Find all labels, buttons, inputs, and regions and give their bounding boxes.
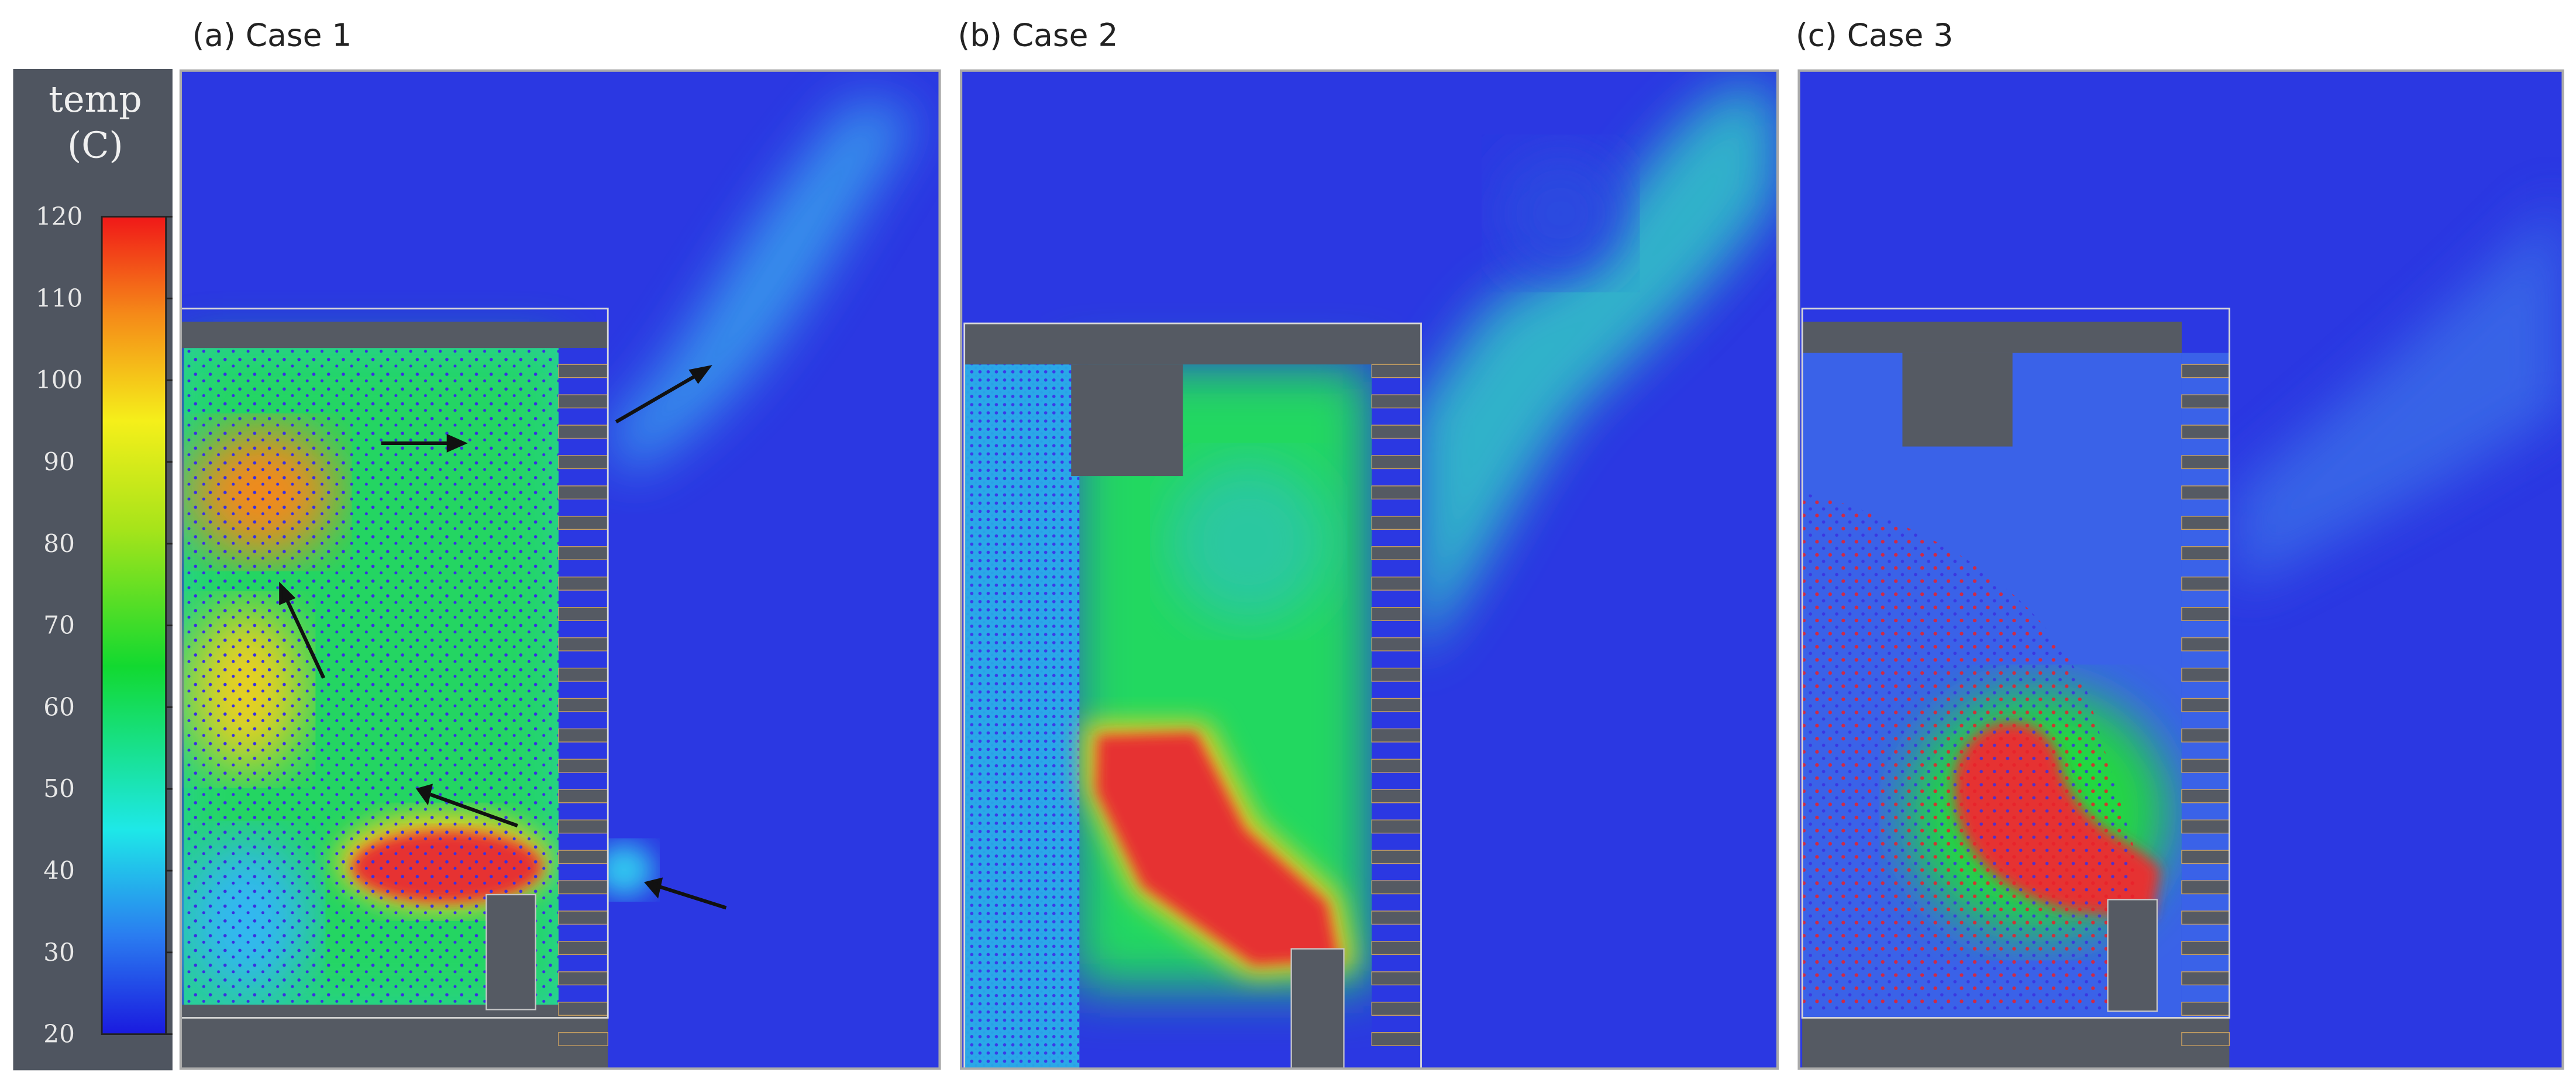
slat (558, 394, 608, 409)
colorbar-ticks: 120 110 100 90 80 70 60 50 40 30 20 (36, 202, 173, 1048)
slat (558, 577, 608, 591)
wall-slats (558, 364, 608, 1046)
slat (1371, 364, 1422, 378)
slat (558, 910, 608, 925)
colorbar-unit: (C) (67, 125, 123, 167)
slat (558, 850, 608, 864)
colorbar-tick-label: 60 (43, 692, 75, 721)
slat (558, 698, 608, 712)
slat (2181, 910, 2230, 925)
panel-label: (a) Case 1 (192, 17, 352, 54)
colorbar-title: temp (49, 78, 142, 120)
slat (558, 455, 608, 470)
slat (1371, 880, 1422, 895)
slat (2181, 606, 2230, 621)
slat (1371, 667, 1422, 682)
slat (558, 758, 608, 773)
slat (2181, 455, 2230, 470)
slat (558, 485, 608, 500)
slat (558, 425, 608, 439)
slat (1371, 637, 1422, 651)
slat (2181, 698, 2230, 712)
colorbar-tick-label: 110 (36, 284, 82, 312)
colorbar-tick-label: 20 (43, 1020, 75, 1048)
slat (1371, 1032, 1422, 1046)
slat (1371, 728, 1422, 743)
slat (1371, 425, 1422, 439)
slat (1371, 789, 1422, 803)
slat (1371, 941, 1422, 956)
slat (1371, 971, 1422, 986)
panel-frame (959, 69, 1779, 1070)
panel-frame (179, 69, 941, 1070)
slat (2181, 880, 2230, 895)
slat (2181, 758, 2230, 773)
slat (558, 941, 608, 956)
colorbar-tick-label: 30 (43, 938, 75, 967)
slat (2181, 516, 2230, 530)
colorbar-tick-label: 40 (43, 856, 75, 885)
slat (2181, 577, 2230, 591)
slat (1371, 485, 1422, 500)
slat (2181, 971, 2230, 986)
slat (558, 637, 608, 651)
slat (1371, 394, 1422, 409)
colorbar-tick-label: 50 (43, 774, 75, 803)
slat (1371, 606, 1422, 621)
slat (1371, 1002, 1422, 1016)
slat (1371, 910, 1422, 925)
slat (558, 880, 608, 895)
simulation-a (180, 70, 940, 1069)
simulation-b (961, 70, 1778, 1069)
wall-slats (1371, 364, 1422, 1046)
slat (1371, 516, 1422, 530)
colorbar-tick-label: 100 (36, 365, 82, 394)
slat (1371, 850, 1422, 864)
panel-label: (c) Case 3 (1796, 17, 1953, 54)
slat (2181, 941, 2230, 956)
slat (1371, 455, 1422, 470)
slat (558, 606, 608, 621)
slat (558, 1002, 608, 1016)
colorbar-tick-label: 90 (43, 447, 75, 476)
panel-label: (b) Case 2 (958, 17, 1118, 54)
wall-slats (2181, 364, 2230, 1046)
slat (2181, 1002, 2230, 1016)
slat (558, 667, 608, 682)
panel-frame (1797, 69, 2564, 1070)
slat (2181, 394, 2230, 409)
slat (2181, 819, 2230, 834)
colorbar-tick-label: 120 (36, 202, 82, 231)
slat (1371, 758, 1422, 773)
slat (1371, 819, 1422, 834)
slat (558, 516, 608, 530)
slat (558, 546, 608, 560)
colorbar-tick-label: 80 (43, 529, 75, 558)
colorbar (101, 216, 167, 1035)
slat (1371, 546, 1422, 560)
slat (1371, 698, 1422, 712)
slat (2181, 789, 2230, 803)
slat (558, 819, 608, 834)
slat (558, 728, 608, 743)
slat (558, 364, 608, 378)
slat (2181, 364, 2230, 378)
slat (2181, 546, 2230, 560)
colorbar-tick-label: 70 (43, 611, 75, 640)
slat (2181, 850, 2230, 864)
slat (2181, 425, 2230, 439)
slat (558, 789, 608, 803)
slat (1371, 577, 1422, 591)
slat (558, 1032, 608, 1046)
slat (2181, 637, 2230, 651)
simulation-c (1799, 70, 2563, 1069)
slat (2181, 1032, 2230, 1046)
slat (2181, 728, 2230, 743)
slat (2181, 667, 2230, 682)
slat (558, 971, 608, 986)
slat (2181, 485, 2230, 500)
